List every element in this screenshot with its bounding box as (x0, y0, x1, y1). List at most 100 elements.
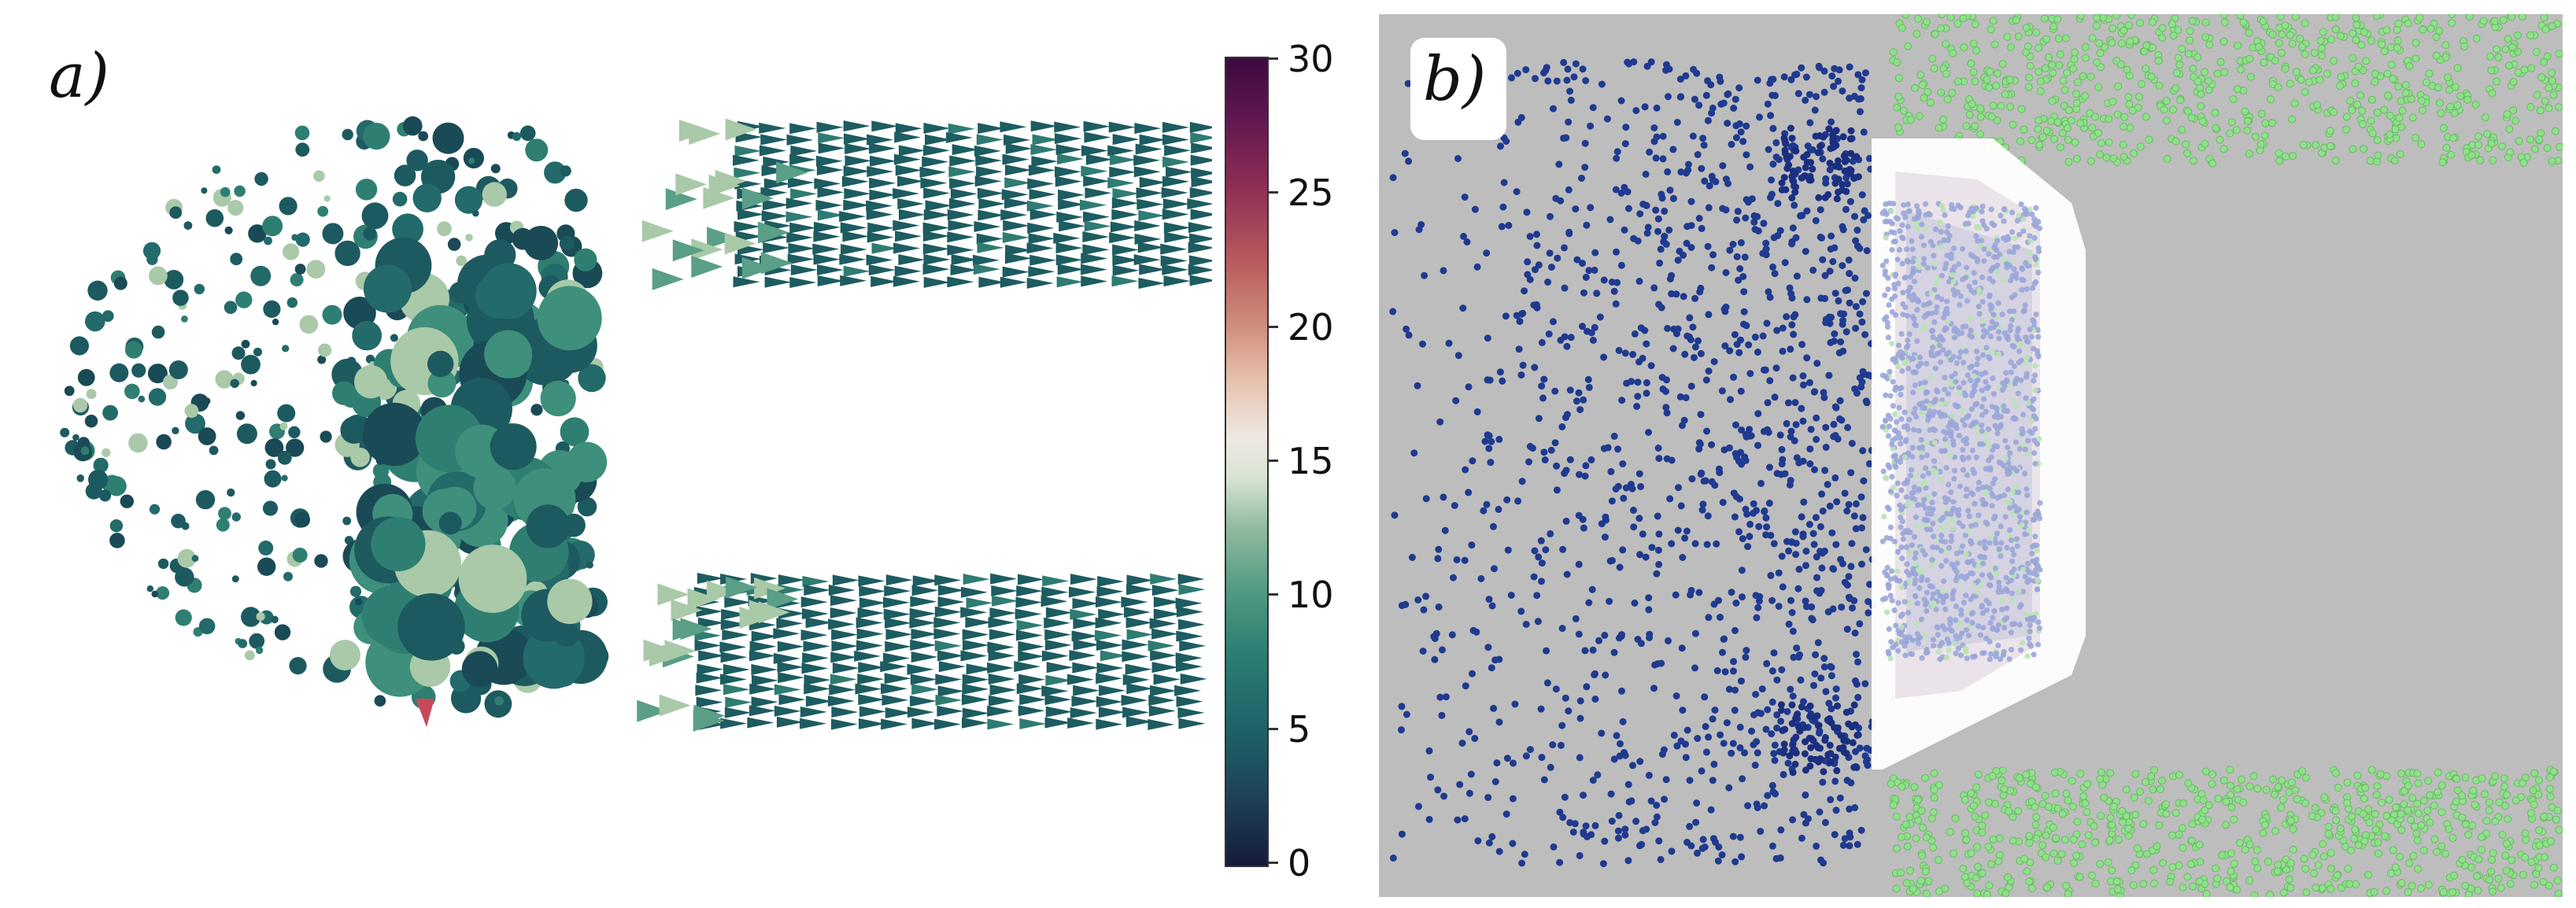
glyph (349, 585, 362, 597)
blue-particle (1801, 750, 1809, 758)
blue-particle (1756, 113, 1763, 121)
glyph (262, 500, 279, 516)
green-particle (2218, 851, 2227, 859)
glyph (317, 355, 327, 364)
blue-particle (1544, 279, 1552, 286)
green-particle (2004, 873, 2012, 881)
arrow-glyph (856, 617, 883, 629)
glyph (163, 375, 178, 389)
blue-particle (1526, 233, 1534, 240)
interior-particle (1914, 307, 1920, 313)
blue-particle (1811, 106, 1819, 114)
green-particle (2253, 846, 2261, 854)
blue-particle (1806, 445, 1814, 453)
green-particle (2149, 866, 2158, 874)
glyph (390, 334, 398, 342)
blue-particle (1650, 685, 1658, 692)
arrow-glyph (1067, 717, 1095, 729)
blue-particle (1806, 460, 1814, 467)
blue-particle (1722, 269, 1730, 276)
blue-particle (1547, 212, 1554, 220)
arrow-glyph (789, 153, 817, 165)
arrow-glyph (934, 606, 962, 618)
glyph (227, 200, 244, 216)
blue-particle (1860, 371, 1868, 378)
green-particle (2480, 790, 2489, 799)
interior-particle (2012, 381, 2018, 387)
blue-particle (1612, 186, 1620, 194)
interior-particle (1913, 522, 1919, 530)
arrow-glyph (1070, 707, 1097, 718)
blue-particle (1736, 744, 1744, 751)
arrow-glyph (697, 617, 725, 629)
green-particle (1892, 884, 1901, 893)
arrow-glyph (1055, 144, 1083, 156)
glyph (286, 438, 305, 457)
interior-particle (2009, 558, 2016, 564)
blue-particle (1838, 603, 1846, 611)
glyph (295, 142, 310, 157)
green-particle (2277, 803, 2286, 812)
green-particle (2432, 51, 2441, 60)
blue-particle (1657, 245, 1665, 253)
glyph (185, 413, 205, 434)
green-particle (2448, 14, 2456, 18)
blue-particle (1851, 804, 1859, 811)
green-particle (2053, 804, 2062, 813)
blue-particle (1566, 819, 1574, 826)
blue-particle (1757, 479, 1765, 487)
blue-particle (1820, 859, 1828, 867)
blue-particle (1845, 257, 1853, 264)
blue-particle (1488, 664, 1495, 672)
green-particle (2296, 35, 2304, 43)
blue-particle (1537, 705, 1545, 713)
blue-particle (1562, 517, 1570, 525)
blue-particle (1485, 596, 1493, 603)
arrow-glyph (844, 143, 872, 155)
interior-particle (1905, 201, 1911, 208)
blue-particle (1542, 67, 1550, 75)
blue-particle (1768, 842, 1776, 850)
arrow-glyph (1005, 142, 1033, 154)
arrow-glyph (1122, 674, 1150, 685)
blue-particle (1533, 242, 1541, 249)
green-particle (2415, 809, 2423, 818)
blue-particle (1807, 755, 1815, 762)
interior-particle (1998, 460, 2005, 467)
blue-particle (1624, 781, 1632, 788)
blue-particle (1732, 600, 1740, 607)
green-particle (2426, 791, 2434, 799)
arrow-glyph (789, 123, 817, 135)
blue-particle (1503, 755, 1511, 762)
green-particle (2064, 124, 2072, 132)
interior-particle (1936, 350, 1942, 356)
arrow-glyph (1111, 275, 1139, 287)
arrow-glyph (800, 718, 827, 729)
interior-particle (1970, 213, 1976, 220)
arrow-glyph (844, 133, 871, 145)
blue-particle (1802, 597, 1809, 605)
blue-particle (1816, 64, 1824, 72)
interior-particle (1975, 355, 1981, 362)
blue-particle (1612, 300, 1620, 308)
arrow-glyph (925, 134, 952, 146)
green-particle (2425, 880, 2433, 889)
blue-particle (1589, 777, 1597, 784)
blue-particle (1471, 735, 1479, 742)
glyph (241, 354, 261, 375)
arrow-glyph (1083, 211, 1111, 223)
interior-particle (1942, 386, 1948, 393)
arrow-glyph (1096, 673, 1123, 685)
green-particle (2327, 884, 2335, 893)
green-particle (2116, 60, 2125, 68)
arrow-glyph (1042, 575, 1070, 587)
glyph (317, 205, 329, 217)
green-particle (2530, 145, 2539, 153)
green-particle (1918, 851, 1926, 860)
green-particle (2130, 793, 2138, 802)
blue-particle (1646, 633, 1654, 641)
arrow-glyph (922, 264, 950, 275)
green-particle (2071, 138, 2079, 146)
interior-particle (1885, 433, 1892, 439)
blue-particle (1434, 786, 1442, 794)
